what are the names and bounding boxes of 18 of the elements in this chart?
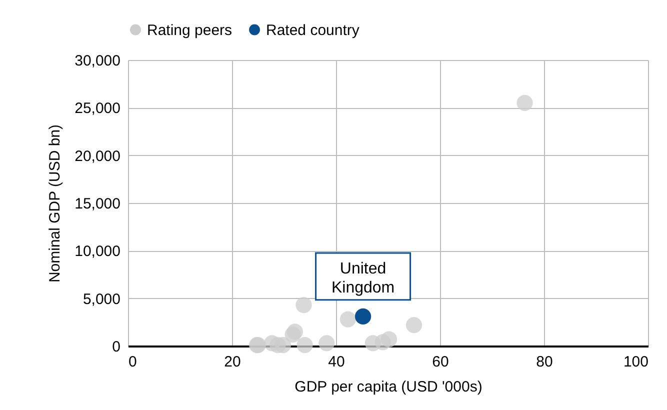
- x-axis-title: GDP per capita (USD '000s): [294, 378, 482, 396]
- annotation: United Kingdom: [331, 260, 395, 296]
- x-tick-label: 60: [432, 354, 449, 370]
- y-tick-label: 15,000: [74, 196, 120, 212]
- x-tick-label: 40: [328, 354, 345, 370]
- y-tick-label: 5,000: [82, 290, 120, 308]
- x-tick-label: 20: [224, 354, 241, 370]
- legend-label: Rated country: [266, 22, 360, 39]
- y-tick-label: 10,000: [74, 243, 120, 260]
- y-axis-title: Nominal GDP (USD bn): [46, 124, 64, 283]
- y-tick-label: 20,000: [74, 148, 120, 165]
- y-tick-label: 0: [112, 338, 120, 356]
- y-tick-label: 30,000: [74, 52, 120, 70]
- x-tick-label: 80: [536, 354, 553, 370]
- x-tick-label: 0: [128, 354, 137, 370]
- x-tick-label: 100: [623, 354, 648, 370]
- legend-label: Rating peers: [147, 22, 232, 39]
- y-tick-label: 25,000: [74, 100, 120, 118]
